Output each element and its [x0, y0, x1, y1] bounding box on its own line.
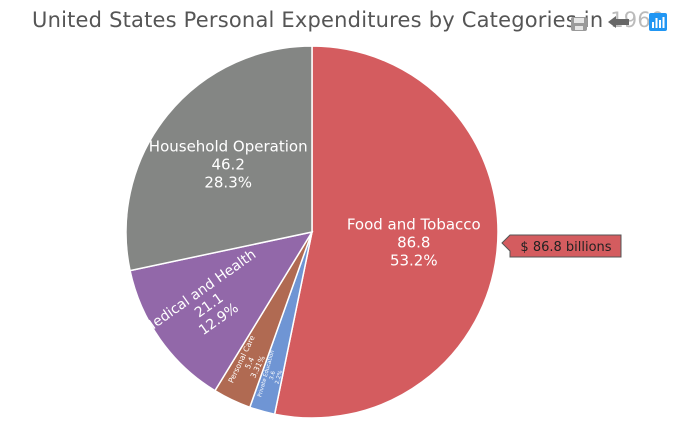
tooltip: $ 86.8 billions	[501, 234, 622, 258]
title-text: United States Personal Expenditures by C…	[32, 8, 611, 32]
pie-slice-medical-and-health[interactable]	[129, 230, 314, 392]
pie-slice-household-operation[interactable]	[125, 45, 313, 272]
pie-slices	[125, 45, 499, 419]
slice-label-value: 86.8	[397, 234, 430, 252]
slice-label-name: Food and Tobacco	[347, 216, 481, 234]
slice-label-value: 46.2	[211, 155, 244, 173]
slice-label-percent: 2.2%	[275, 370, 285, 385]
tooltip-text: $ 86.8 billions	[520, 240, 611, 255]
tooltip-box	[501, 234, 622, 258]
pie-slice-food-and-tobacco[interactable]	[273, 45, 499, 419]
chart-type-icon[interactable]	[648, 12, 668, 32]
slice-label-percent: 53.2%	[390, 252, 438, 270]
undo-icon[interactable]	[608, 15, 630, 29]
slice-label-value: 3.6	[269, 370, 277, 381]
slice-label-name: Household Operation	[149, 137, 308, 155]
save-icon[interactable]	[570, 16, 588, 32]
slice-label-percent: 28.3%	[204, 173, 252, 191]
